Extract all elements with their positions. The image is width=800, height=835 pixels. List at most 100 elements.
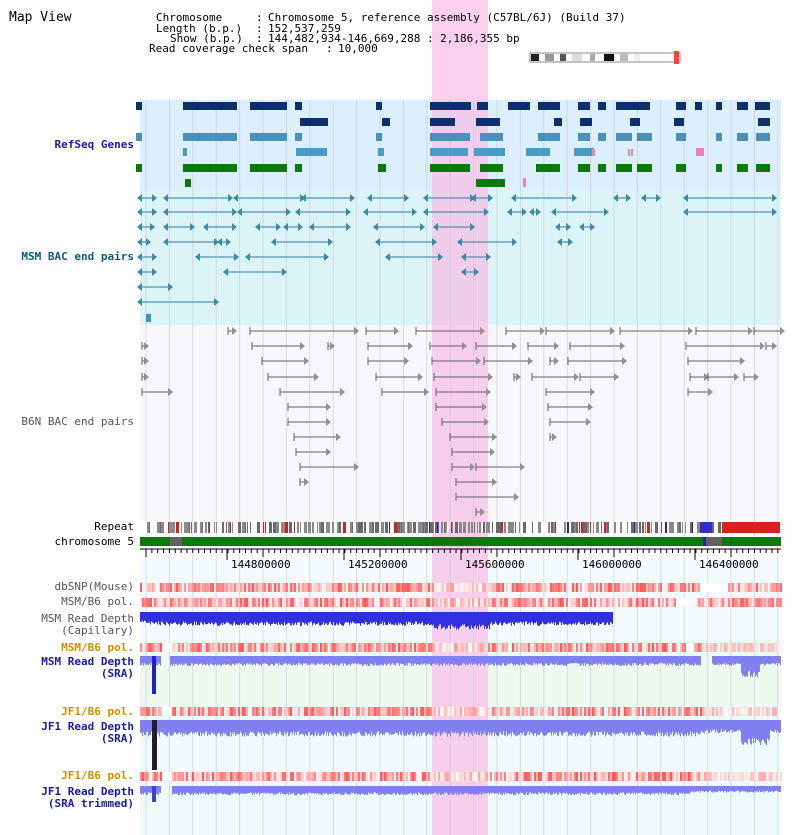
msm-sra-depth-bar bbox=[389, 656, 390, 664]
msm-sra-depth-bar bbox=[157, 656, 158, 666]
jf1-b6-pol-cell bbox=[242, 772, 244, 781]
jf1-trimmed-depth-bar bbox=[688, 786, 689, 794]
dbsnp-cell bbox=[768, 583, 770, 592]
msm-capillary-depth-bar bbox=[351, 612, 352, 624]
jf1-b6-pol-cell bbox=[656, 772, 658, 781]
msm-capillary-depth-bar bbox=[573, 612, 574, 624]
jf1-trimmed-depth-bar bbox=[614, 786, 615, 794]
msm-b6-pol-cell bbox=[416, 598, 418, 607]
msm-sra-depth-bar bbox=[776, 656, 777, 663]
msm-capillary-depth-bar bbox=[328, 612, 329, 625]
msm-capillary-depth-bar bbox=[385, 612, 386, 625]
jf1-sra-depth-bar bbox=[278, 720, 279, 735]
msm-sra-depth-bar bbox=[192, 656, 193, 664]
msm-capillary-depth-bar bbox=[492, 612, 493, 626]
jf1-sra-depth-bar bbox=[718, 720, 719, 734]
msm-sra-depth-bar bbox=[593, 656, 594, 664]
repeat-element bbox=[385, 522, 388, 533]
jf1-b6-pol-cell bbox=[374, 707, 376, 716]
msm-sra-depth-bar bbox=[203, 656, 204, 665]
jf1-b6-pol-cell bbox=[500, 707, 502, 716]
msm-capillary-depth-bar bbox=[557, 612, 558, 625]
jf1-trimmed-depth-bar bbox=[502, 786, 503, 795]
repeat-element bbox=[690, 522, 693, 533]
dbsnp-cell bbox=[660, 583, 662, 592]
msm-sra-depth-bar bbox=[488, 656, 489, 666]
msm-capillary-depth-bar bbox=[528, 612, 529, 624]
repeat-element bbox=[390, 522, 391, 533]
msm-capillary-depth-bar bbox=[173, 612, 174, 624]
jf1-trimmed-depth-bar bbox=[690, 786, 691, 793]
jf1-trimmed-depth-bar bbox=[410, 786, 411, 793]
msm-capillary-depth-bar bbox=[260, 612, 261, 624]
jf1-sra-depth-bar bbox=[431, 720, 432, 736]
msm-sra-depth-spike bbox=[152, 656, 156, 694]
b6n-bac-end bbox=[300, 342, 305, 350]
jf1-sra-depth-bar bbox=[771, 720, 772, 732]
msm-b6-pol-cell bbox=[218, 643, 220, 652]
jf1-b6-pol-cell bbox=[218, 707, 220, 716]
jf1-b6-pol-cell bbox=[590, 707, 592, 716]
jf1-trimmed-depth-bar bbox=[323, 786, 324, 793]
msm-b6-pol-cell bbox=[530, 598, 532, 607]
msm-capillary-depth-bar bbox=[336, 612, 337, 624]
msm-sra-depth-bar bbox=[628, 656, 629, 664]
repeat-element bbox=[269, 522, 272, 533]
msm-b6-pol-cell bbox=[412, 643, 414, 652]
repeat-element bbox=[590, 522, 591, 533]
jf1-b6-pol-cell bbox=[322, 707, 324, 716]
refseq-gene-exon bbox=[508, 102, 530, 110]
jf1-b6-pol-cell bbox=[156, 772, 158, 781]
msm-b6-pol-cell bbox=[310, 598, 312, 607]
msm-capillary-depth-bar bbox=[150, 612, 151, 625]
msm-sra-depth-bar bbox=[241, 656, 242, 664]
msm-capillary-depth-bar bbox=[599, 612, 600, 624]
repeat-element bbox=[158, 522, 161, 533]
jf1-sra-depth-bar bbox=[555, 720, 556, 734]
msm-sra-depth-bar bbox=[219, 656, 220, 664]
jf1-b6-pol-cell bbox=[440, 707, 442, 716]
msm-capillary-depth-bar bbox=[427, 612, 428, 625]
msm-b6-pol-cell bbox=[372, 598, 374, 607]
msm-sra-depth-bar bbox=[407, 656, 408, 666]
msm-sra-depth-bar bbox=[143, 656, 144, 666]
dbsnp-cell bbox=[690, 583, 692, 592]
msm-sra-depth-bar bbox=[653, 656, 654, 664]
msm-capillary-depth-bar bbox=[175, 612, 176, 623]
msm-capillary-depth-bar bbox=[373, 612, 374, 622]
jf1-trimmed-depth-bar bbox=[416, 786, 417, 794]
repeat-element bbox=[321, 522, 324, 533]
msm-capillary-depth-bar bbox=[378, 612, 379, 626]
jf1-sra-depth-bar bbox=[211, 720, 212, 733]
repeat-element bbox=[642, 522, 644, 533]
jf1-trimmed-depth-bar bbox=[477, 786, 478, 795]
msm-b6-pol-cell bbox=[178, 598, 180, 607]
dbsnp-cell bbox=[394, 583, 396, 592]
jf1-sra-depth-bar bbox=[198, 720, 199, 736]
msm-sra-depth-bar bbox=[538, 656, 539, 664]
jf1-b6-pol-cell bbox=[768, 772, 770, 781]
jf1-trimmed-depth-bar bbox=[214, 786, 215, 793]
jf1-sra-depth-bar bbox=[459, 720, 460, 737]
jf1-trimmed-depth-bar bbox=[597, 786, 598, 794]
jf1-trimmed-depth-bar bbox=[442, 786, 443, 794]
jf1-trimmed-depth-bar bbox=[268, 786, 269, 794]
jf1-trimmed-depth-bar bbox=[595, 786, 596, 795]
msm-b6-pol-cell bbox=[754, 598, 756, 607]
msm-b6-pol-cell bbox=[428, 643, 430, 652]
msm-sra-depth-bar bbox=[433, 656, 434, 664]
msm-b6-pol-cell bbox=[602, 643, 604, 652]
msm-bac-end bbox=[255, 223, 260, 231]
jf1-b6-pol-cell bbox=[390, 772, 392, 781]
jf1-b6-pol-cell bbox=[448, 772, 450, 781]
msm-b6-pol-cell bbox=[172, 643, 174, 652]
jf1-sra-depth-bar bbox=[409, 720, 410, 735]
msm-capillary-depth-bar bbox=[212, 612, 213, 624]
jf1-sra-depth-bar bbox=[338, 720, 339, 733]
dbsnp-cell bbox=[378, 583, 380, 592]
jf1-trimmed-depth-bar bbox=[305, 786, 306, 794]
msm-capillary-depth-bar bbox=[524, 612, 525, 626]
jf1-b6-pol-cell bbox=[368, 772, 370, 781]
jf1-sra-depth-bar bbox=[349, 720, 350, 733]
